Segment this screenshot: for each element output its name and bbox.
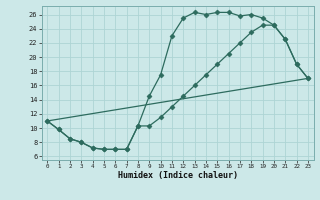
X-axis label: Humidex (Indice chaleur): Humidex (Indice chaleur) [118,171,237,180]
